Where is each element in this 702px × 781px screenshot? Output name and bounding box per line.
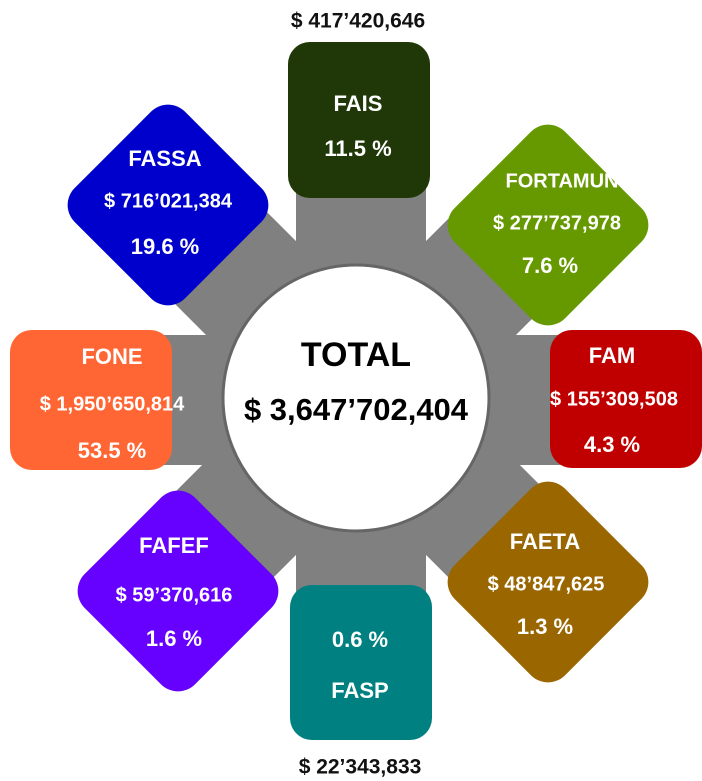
tile-fafef (77, 490, 279, 692)
fund-amount: $ 417’420,646 (291, 10, 425, 33)
tile-fortamun (447, 124, 649, 326)
total-amount: $ 3,647’702,404 (244, 392, 469, 427)
fund-amount: $ 155’309,508 (550, 388, 678, 410)
fund-name: FASSA (128, 146, 201, 171)
fund-name: FAFEF (139, 533, 209, 558)
tile-faeta (447, 481, 649, 683)
tile-fassa (67, 104, 269, 306)
fund-amount: $ 716’021,384 (104, 190, 233, 212)
fund-name: FONE (81, 344, 142, 369)
fund-name: FASP (331, 678, 388, 703)
fund-percent: 0.6 % (332, 627, 388, 652)
fund-percent: 11.5 % (324, 136, 391, 161)
fund-name: FAIS (334, 91, 383, 116)
fund-name: FAETA (510, 529, 581, 554)
fund-amount: $ 59’370,616 (116, 584, 233, 606)
tile-fone (10, 330, 172, 470)
fund-percent: 7.6 % (522, 253, 578, 278)
tile-fam (550, 330, 702, 468)
total-label: TOTAL (301, 336, 411, 374)
tile-fasp (290, 585, 432, 740)
tile-fais (288, 42, 430, 198)
fund-percent: 1.3 % (517, 614, 573, 639)
fund-percent: 53.5 % (78, 438, 147, 463)
fund-percent: 4.3 % (584, 432, 640, 457)
fund-name: FAM (589, 343, 635, 368)
center-circle (221, 263, 491, 533)
fund-amount: $ 1,950’650,814 (40, 393, 185, 415)
fund-name: FORTAMUN (506, 170, 619, 192)
fund-amount: $ 277’737,978 (493, 212, 621, 234)
fund-percent: 1.6 % (146, 626, 202, 651)
fund-amount: $ 48’847,625 (488, 573, 605, 595)
fund-amount: $ 22’343,833 (299, 756, 422, 779)
fund-percent: 19.6 % (131, 234, 200, 259)
